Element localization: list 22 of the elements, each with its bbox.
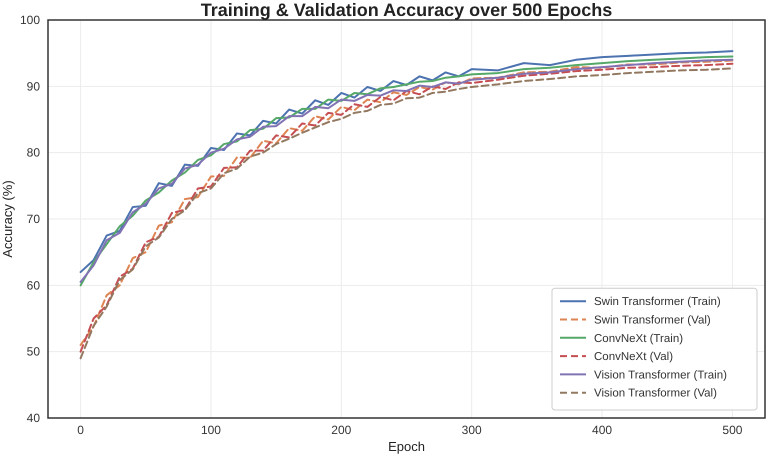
legend-label: ConvNeXt (Val) xyxy=(594,351,674,364)
x-tick-label: 200 xyxy=(331,423,352,437)
legend-label: Vision Transformer (Train) xyxy=(594,369,728,382)
legend-label: Swin Transformer (Val) xyxy=(594,314,711,326)
x-tick-label: 0 xyxy=(77,423,84,437)
x-axis-title: Epoch xyxy=(388,439,425,454)
x-tick-label: 500 xyxy=(722,423,743,437)
legend-label: ConvNeXt (Train) xyxy=(594,332,684,345)
y-tick-label: 40 xyxy=(26,411,40,425)
chart-title: Training & Validation Accuracy over 500 Epochs xyxy=(200,0,612,20)
legend-label: Vision Transformer (Val) xyxy=(594,388,718,400)
y-axis-title: Accuracy (%) xyxy=(0,180,15,258)
y-tick-label: 90 xyxy=(26,79,40,94)
y-tick-label: 80 xyxy=(26,146,40,160)
y-tick-label: 60 xyxy=(26,278,40,292)
y-tick-label: 50 xyxy=(26,344,40,359)
x-tick-label: 400 xyxy=(592,423,612,437)
x-tick-label: 300 xyxy=(462,423,482,437)
y-tick-label: 70 xyxy=(26,212,40,226)
x-tick-label: 100 xyxy=(200,423,222,437)
legend-label: Swin Transformer (Train) xyxy=(594,296,721,308)
y-tick-label: 100 xyxy=(20,13,40,27)
